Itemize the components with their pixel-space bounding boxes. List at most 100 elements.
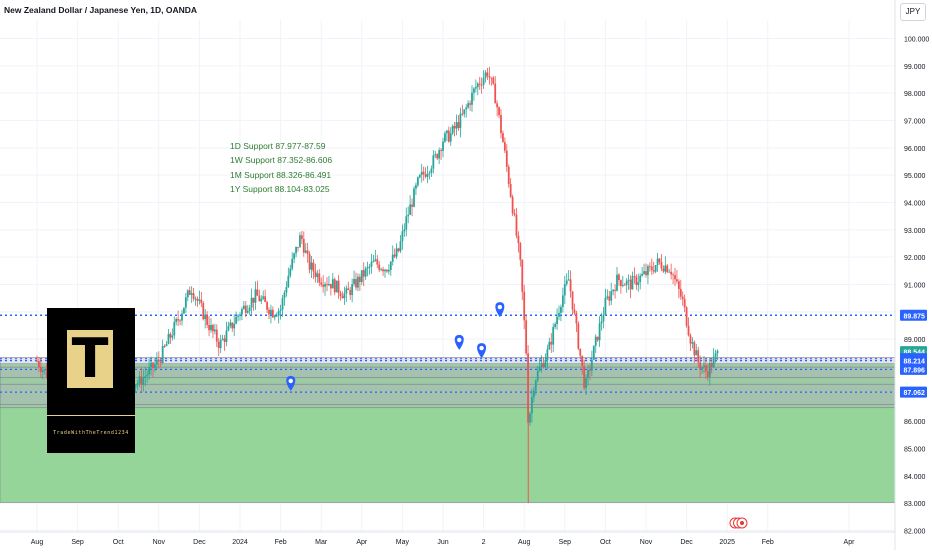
price-label-text-4: 87.896 <box>904 367 926 374</box>
candle-body-160 <box>345 288 348 294</box>
candle-body-92 <box>213 329 216 332</box>
candle-body-302 <box>619 280 622 286</box>
candle-body-316 <box>647 266 649 276</box>
candle-body-113 <box>254 289 257 303</box>
logo-letter-icon: T <box>67 330 113 388</box>
candle-body-102 <box>233 323 236 329</box>
candle-body-179 <box>382 269 384 272</box>
candle-body-168 <box>360 270 363 282</box>
candle-body-157 <box>339 292 342 297</box>
candle-body-62 <box>155 359 158 365</box>
candle-body-262 <box>542 363 545 368</box>
candle-body-208 <box>438 150 441 159</box>
candle-body-337 <box>687 325 690 336</box>
candle-body-237 <box>494 83 497 104</box>
candle-body-310 <box>635 276 638 285</box>
candle-body-285 <box>587 370 589 378</box>
candle-body-265 <box>548 341 551 350</box>
candle-body-312 <box>639 275 642 283</box>
event-marker-pin-icon-0[interactable] <box>286 375 296 391</box>
x-tick-label-3: Nov <box>153 539 166 546</box>
candle-body-51 <box>134 384 137 388</box>
candle-body-197 <box>416 177 419 186</box>
candle-body-77 <box>184 297 187 308</box>
candle-body-332 <box>677 281 680 289</box>
candle-body-195 <box>413 188 415 207</box>
candle-body-240 <box>500 115 502 134</box>
y-tick-label-1: 83.000 <box>904 501 926 508</box>
x-tick-label-13: Sep <box>559 539 572 546</box>
candle-body-352 <box>716 350 719 354</box>
candle-body-158 <box>341 296 344 299</box>
candle-body-105 <box>239 314 241 316</box>
candle-body-112 <box>252 297 255 303</box>
candle-body-259 <box>536 370 539 381</box>
candle-body-177 <box>378 264 381 270</box>
candle-body-53 <box>138 376 141 384</box>
candle-body-54 <box>140 376 143 385</box>
y-tick-label-7: 89.000 <box>904 337 926 344</box>
candle-body-322 <box>658 258 661 263</box>
candle-body-139 <box>304 250 307 253</box>
candle-body-242 <box>503 142 506 151</box>
y-tick-label-4: 86.000 <box>904 419 926 426</box>
candle-body-155 <box>335 280 338 293</box>
price-label-box-3 <box>900 355 927 367</box>
candle-body-282 <box>581 355 584 367</box>
price-label-text-5: 87.062 <box>904 390 926 397</box>
candle-body-320 <box>654 265 657 272</box>
candle-body-98 <box>225 330 228 342</box>
candle-body-278 <box>573 309 576 314</box>
y-tick-label-0: 82.000 <box>904 529 926 536</box>
candle-body-210 <box>442 141 444 151</box>
candle-body-203 <box>428 172 431 174</box>
candle-body-140 <box>306 250 309 254</box>
candle-body-202 <box>426 173 429 177</box>
event-marker-pin-icon-2[interactable] <box>477 343 487 359</box>
candle-body-326 <box>666 265 669 273</box>
candle-body-348 <box>708 362 711 377</box>
candle-body-204 <box>430 168 433 173</box>
candle-body-269 <box>556 316 558 325</box>
candle-body-330 <box>674 275 676 280</box>
candle-body-88 <box>206 314 209 325</box>
candle-body-130 <box>287 275 290 288</box>
candle-body-277 <box>571 291 574 310</box>
candle-body-193 <box>409 204 412 215</box>
candle-body-151 <box>328 283 330 286</box>
candle-body-303 <box>621 284 624 286</box>
candle-body-128 <box>283 292 286 299</box>
candle-body-328 <box>670 271 673 275</box>
candle-body-231 <box>482 78 485 85</box>
logo-divider <box>47 415 135 416</box>
candle-body-246 <box>511 196 514 214</box>
y-tick-label-14: 96.000 <box>904 146 926 153</box>
candle-body-234 <box>488 76 491 78</box>
currency-button[interactable]: JPY <box>900 3 926 21</box>
candle-body-276 <box>569 279 572 292</box>
candle-body-87 <box>204 314 207 320</box>
candle-body-119 <box>266 301 268 310</box>
candle-body-189 <box>401 231 404 242</box>
candle-body-217 <box>455 122 458 129</box>
candle-body-150 <box>326 284 328 286</box>
candle-body-106 <box>241 308 243 315</box>
candle-body-143 <box>312 262 315 272</box>
x-tick-label-9: May <box>396 539 410 546</box>
candle-body-318 <box>650 266 653 271</box>
candle-body-292 <box>600 321 603 324</box>
candle-body-169 <box>362 270 365 277</box>
event-marker-pin-icon-1[interactable] <box>454 334 464 350</box>
candle-body-184 <box>391 254 394 262</box>
candle-body-126 <box>279 309 282 311</box>
candle-body-256 <box>531 397 533 414</box>
candle-body-108 <box>244 305 247 313</box>
event-marker-pin-icon-3[interactable] <box>495 302 505 318</box>
candle-body-55 <box>142 377 145 385</box>
candle-body-191 <box>405 216 408 230</box>
candle-body-178 <box>380 269 383 271</box>
candle-body-287 <box>590 359 593 371</box>
candle-body-266 <box>550 341 553 345</box>
price-label-text-0: 89.875 <box>904 313 926 320</box>
